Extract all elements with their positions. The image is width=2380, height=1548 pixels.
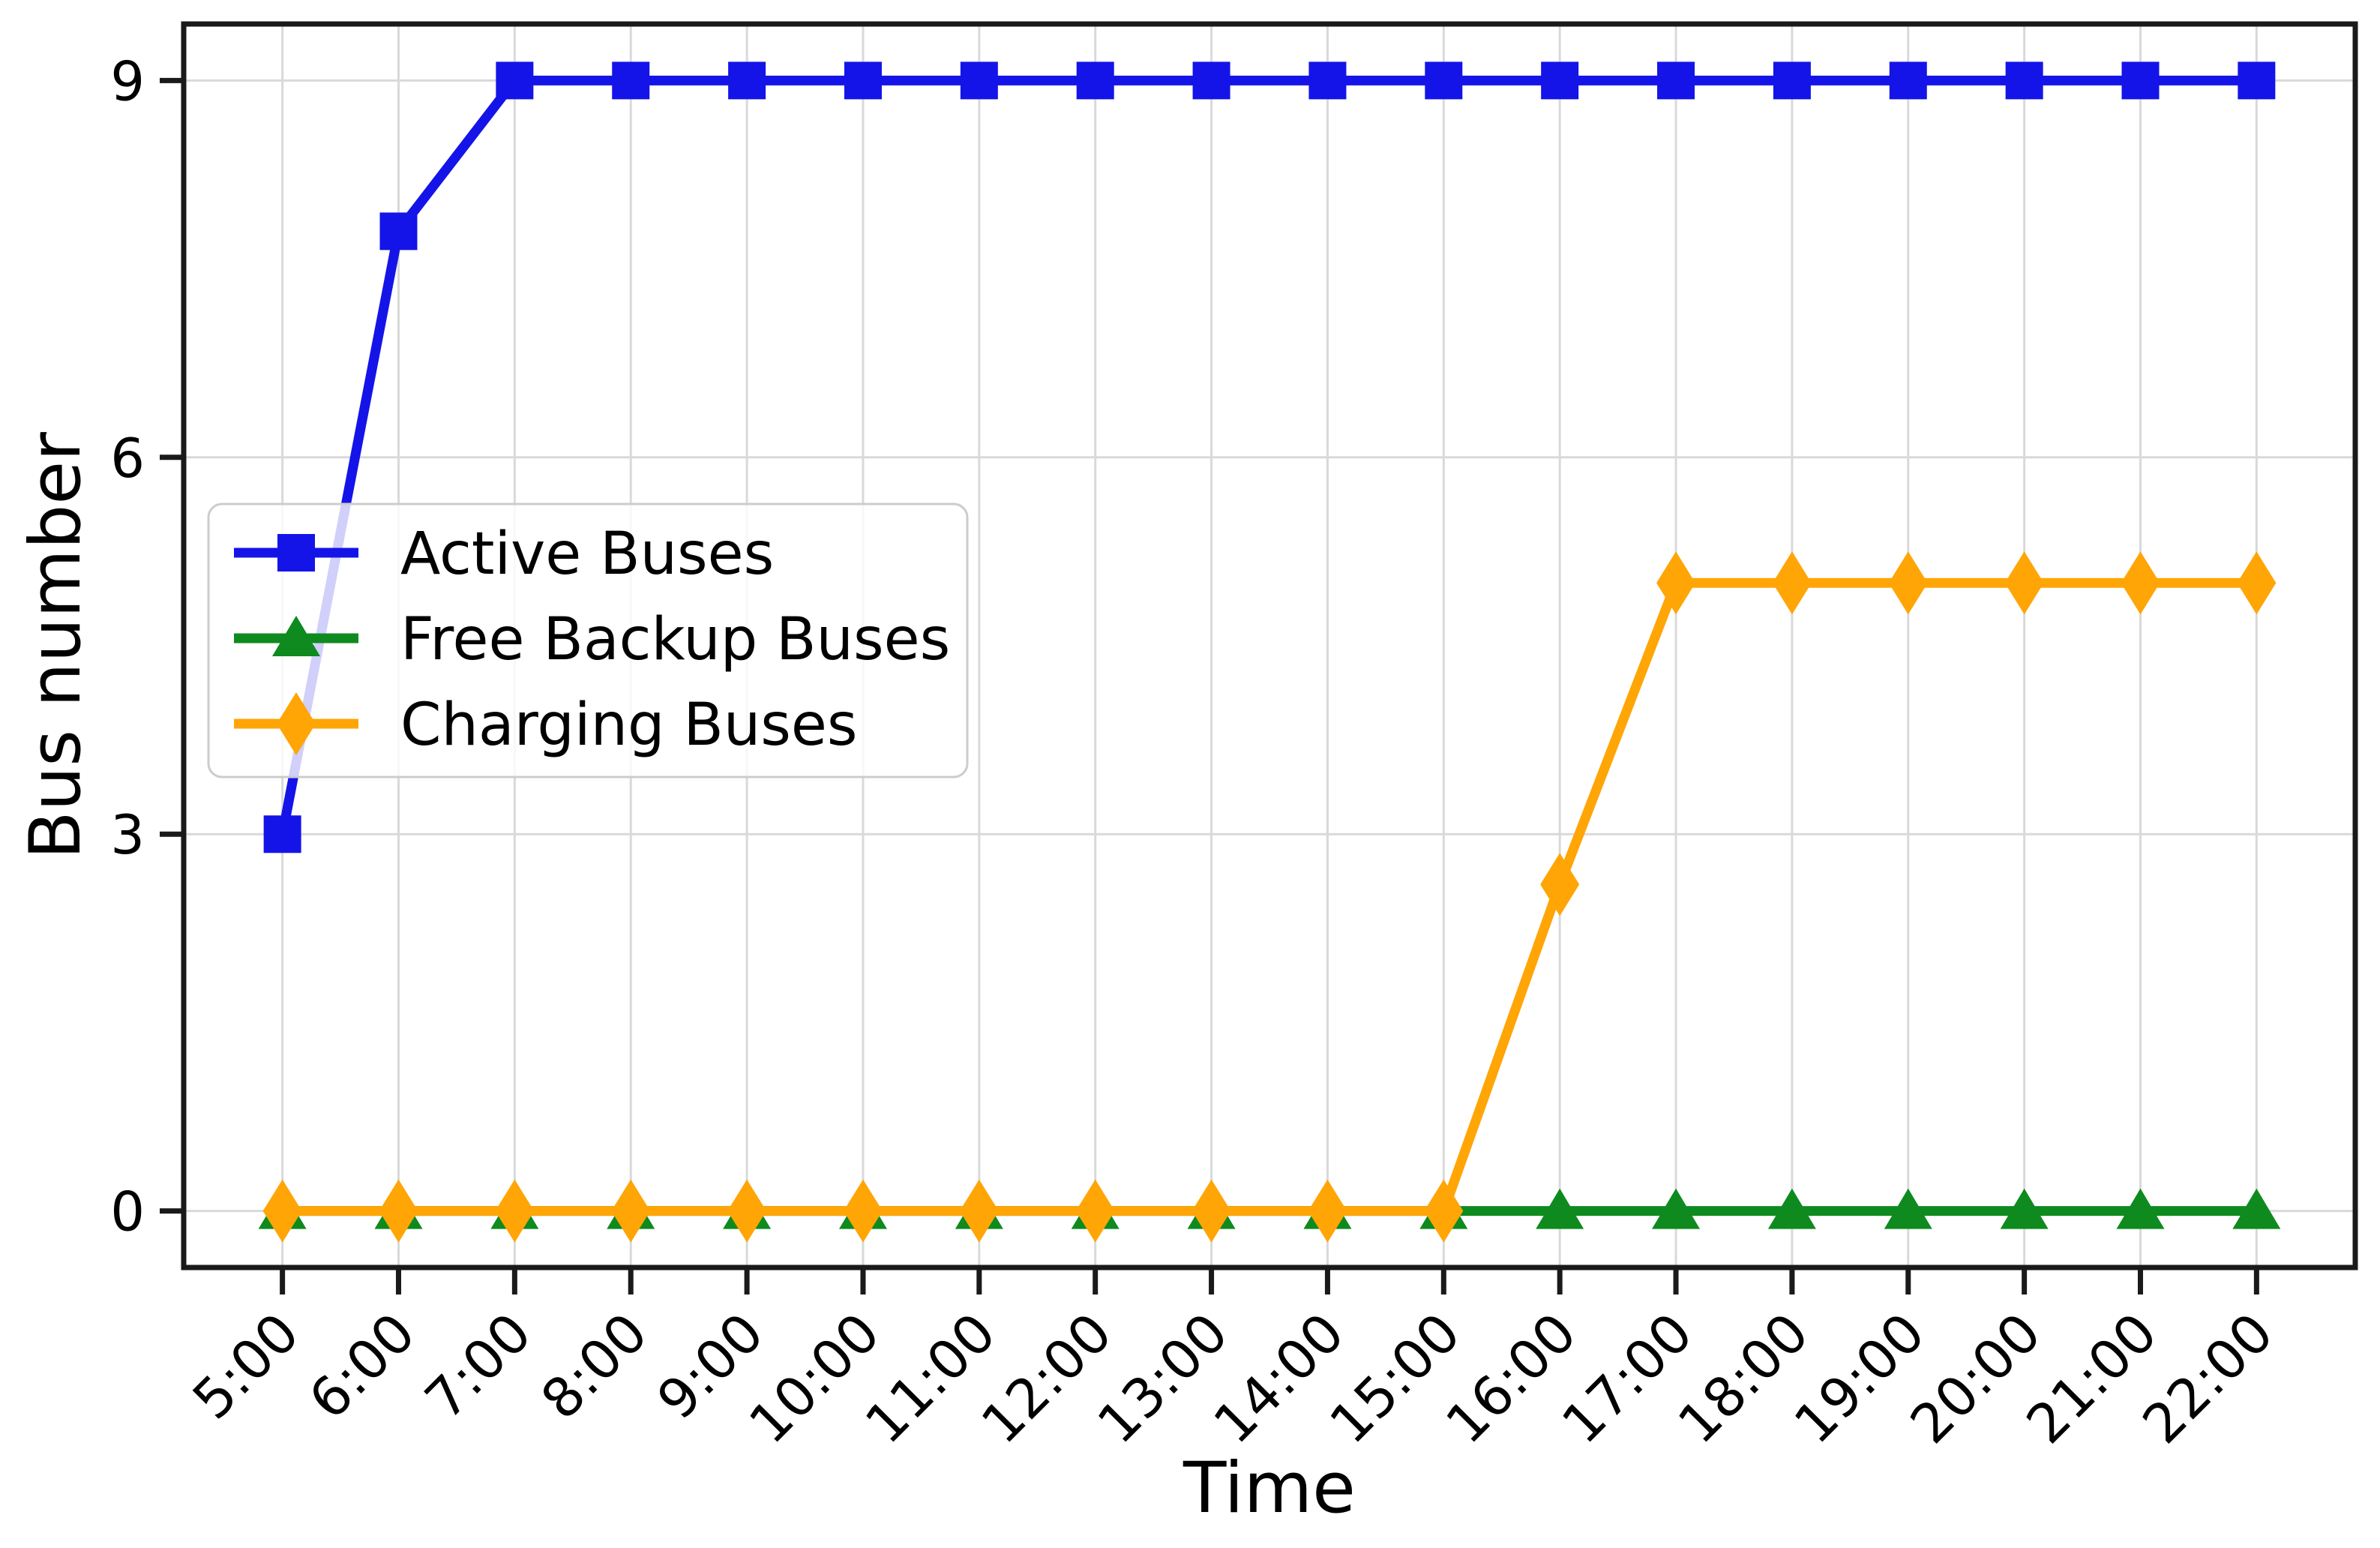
- legend: Active Buses Free Backup Buses Charging Bu…: [207, 502, 969, 778]
- marker-diamond-charging-buses: [2237, 551, 2277, 615]
- marker-square-active-buses: [2121, 62, 2160, 100]
- marker-square-active-buses: [612, 62, 650, 100]
- marker-diamond-charging-buses: [611, 1179, 651, 1243]
- marker-diamond-charging-buses: [1075, 1179, 1115, 1243]
- x-tick-label: 7:00: [413, 1301, 544, 1432]
- plot-border: [181, 21, 2358, 1270]
- legend-item: Free Backup Buses: [234, 606, 950, 674]
- y-tick-label: 3: [110, 803, 145, 866]
- marker-square-active-buses: [1076, 62, 1114, 100]
- legend-item: Charging Buses: [234, 692, 858, 759]
- marker-square-active-buses: [2005, 62, 2043, 100]
- marker-square-active-buses: [496, 62, 534, 100]
- marker-diamond-charging-buses: [379, 1179, 418, 1243]
- marker-square-active-buses: [1192, 62, 1230, 100]
- x-tick-label: 14:00: [1201, 1301, 1356, 1456]
- x-tick-label: 18:00: [1666, 1301, 1821, 1456]
- y-tick-label: 9: [110, 50, 145, 112]
- x-tick-label: 6:00: [297, 1301, 427, 1432]
- marker-square-active-buses: [844, 62, 882, 100]
- marker-diamond-charging-buses: [1191, 1179, 1231, 1243]
- marker-square-active-buses: [1773, 62, 1811, 100]
- legend-label: Free Backup Buses: [400, 606, 950, 674]
- marker-triangle-up-free-backup-buses: [1536, 1188, 1584, 1229]
- x-tick-label: 16:00: [1434, 1301, 1588, 1456]
- legend-item: Active Buses: [234, 520, 774, 588]
- legend-box: [207, 502, 969, 778]
- x-tick-label: 15:00: [1317, 1301, 1472, 1456]
- marker-square-active-buses: [1541, 62, 1579, 100]
- x-tick-label: 20:00: [1899, 1301, 2053, 1456]
- marker-diamond-charging-buses: [959, 1179, 999, 1243]
- x-tick-label: 12:00: [970, 1301, 1124, 1456]
- marker-triangle-up-free-backup-buses: [2116, 1188, 2165, 1229]
- marker-diamond-charging-buses: [727, 1179, 767, 1243]
- marker-square-active-buses: [728, 62, 766, 100]
- y-tick-label: 0: [110, 1180, 145, 1244]
- marker-square-active-buses: [379, 212, 418, 250]
- marker-square-active-buses: [960, 62, 998, 100]
- x-tick-label: 22:00: [2130, 1301, 2285, 1456]
- marker-square-active-buses: [1308, 62, 1347, 100]
- x-tick-label: 11:00: [853, 1301, 1008, 1456]
- marker-triangle-up-free-backup-buses: [2232, 1188, 2281, 1229]
- marker-diamond-charging-buses: [495, 1179, 535, 1243]
- series-line-active-buses: [277, 75, 2262, 839]
- legend-label: Active Buses: [400, 520, 774, 588]
- x-tick-label: 19:00: [1782, 1301, 1937, 1456]
- marker-square-active-buses: [1425, 62, 1463, 100]
- x-tick-label: 5:00: [181, 1301, 311, 1432]
- marker-diamond-charging-buses: [2004, 551, 2044, 615]
- marker-triangle-up-free-backup-buses: [1884, 1188, 1932, 1229]
- legend-marker-diamond: [277, 692, 316, 755]
- x-tick-label: 17:00: [1550, 1301, 1704, 1456]
- marker-diamond-charging-buses: [843, 1179, 883, 1243]
- legend-label: Charging Buses: [400, 692, 858, 759]
- marker-square-active-buses: [263, 815, 301, 854]
- marker-diamond-charging-buses: [1424, 1179, 1464, 1243]
- marker-diamond-charging-buses: [2121, 551, 2160, 615]
- marker-square-active-buses: [1889, 62, 1927, 100]
- y-axis-title: Bus number: [15, 432, 97, 860]
- marker-diamond-charging-buses: [1540, 853, 1580, 916]
- x-axis-title: Time: [1183, 1448, 1356, 1529]
- x-tick-label: 10:00: [737, 1301, 892, 1456]
- legend-marker-triangle-up: [272, 616, 320, 656]
- marker-triangle-up-free-backup-buses: [1652, 1188, 1701, 1229]
- x-tick-label: 8:00: [529, 1301, 660, 1432]
- y-tick-label: 6: [110, 427, 145, 490]
- series-layer: [258, 62, 2281, 1243]
- marker-square-active-buses: [1657, 62, 1695, 100]
- marker-square-active-buses: [2238, 62, 2276, 100]
- marker-diamond-charging-buses: [1888, 551, 1928, 615]
- legend-marker-square: [277, 534, 315, 572]
- marker-diamond-charging-buses: [1772, 551, 1812, 615]
- marker-triangle-up-free-backup-buses: [1767, 1188, 1816, 1229]
- marker-diamond-charging-buses: [262, 1179, 302, 1243]
- marker-diamond-charging-buses: [1308, 1179, 1347, 1243]
- marker-diamond-charging-buses: [1656, 551, 1696, 615]
- x-tick-label: 21:00: [2014, 1301, 2169, 1456]
- x-tick-label: 13:00: [1085, 1301, 1239, 1456]
- marker-triangle-up-free-backup-buses: [2000, 1188, 2049, 1229]
